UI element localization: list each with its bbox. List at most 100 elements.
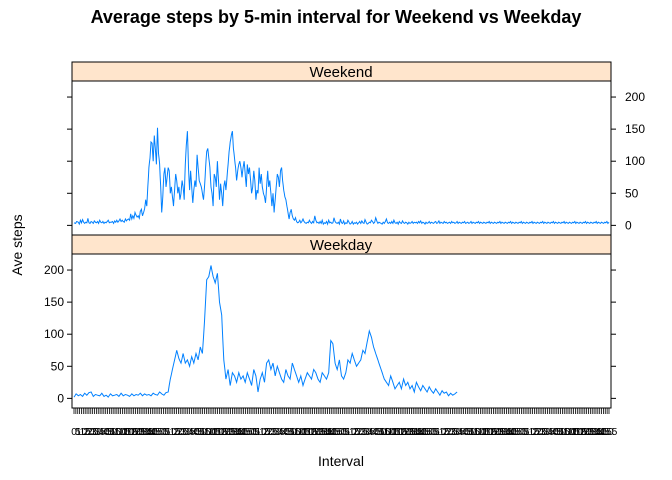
xtick-label: 0	[161, 427, 167, 438]
weekend-yaxis: 0 50 100 150 200	[67, 90, 645, 232]
xtick-label: 105	[114, 427, 131, 438]
xtick-label: 105	[204, 427, 221, 438]
xtick-label: 135	[316, 427, 333, 438]
xtick-label: 0	[251, 427, 257, 438]
weekday-ytick-label-50: 50	[51, 359, 65, 373]
xtick-label: 130	[133, 427, 150, 438]
xtick-label: 105	[473, 427, 490, 438]
xtick-label: 40	[458, 427, 470, 438]
xtick-label: 125	[129, 427, 146, 438]
weekend-ytick-label-50: 50	[625, 186, 639, 200]
xtick-label: 0	[430, 427, 436, 438]
xtick-label: 10	[76, 427, 88, 438]
xtick-label: 25	[267, 427, 279, 438]
xtick-label: 55	[469, 427, 481, 438]
weekday-ytick-label-150: 150	[44, 295, 64, 309]
xtick-label: 125	[578, 427, 595, 438]
xtick-label: 130	[223, 427, 240, 438]
weekday-strip-label: Weekday	[310, 237, 373, 254]
xtick-label: 155	[511, 427, 528, 438]
xtick-label: 55	[379, 427, 391, 438]
xtick-label: 125	[399, 427, 416, 438]
weekday-ytick-label-200: 200	[44, 263, 64, 277]
xtick-label: 25	[357, 427, 369, 438]
xtick-label: 140	[230, 427, 247, 438]
xtick-label: 0	[71, 427, 77, 438]
weekday-ytick-label-0: 0	[57, 391, 64, 405]
xtick-label: 105	[563, 427, 580, 438]
xtick-label: 145	[593, 427, 610, 438]
xtick-label: 10	[166, 427, 178, 438]
xtick-label: 150	[507, 427, 524, 438]
xtick-label: 55	[289, 427, 301, 438]
xtick-label: 45	[371, 427, 383, 438]
xtick-label: 30	[540, 427, 552, 438]
xtick-label: 155	[421, 427, 438, 438]
xtick-label: 150	[238, 427, 255, 438]
xtick-label: 10	[435, 427, 447, 438]
xtick-label: 45	[551, 427, 563, 438]
xtick-label: 105	[384, 427, 401, 438]
weekend-strip-label: Weekend	[309, 64, 372, 81]
xtick-label: 145	[324, 427, 341, 438]
xtick-label: 105	[294, 427, 311, 438]
xtick-label: 155	[601, 427, 618, 438]
xtick-label: 25	[536, 427, 548, 438]
xtick-label: 155	[152, 427, 169, 438]
xtick-label: 140	[320, 427, 337, 438]
xtick-label: 120	[305, 427, 322, 438]
xtick-label: 135	[496, 427, 513, 438]
xtick-label: 115	[302, 427, 318, 438]
xtick-label: 55	[199, 427, 211, 438]
xtick-label: 20	[532, 427, 544, 438]
xtick-label: 140	[410, 427, 427, 438]
xtick-label: 30	[450, 427, 462, 438]
xtick-label: 15	[169, 427, 181, 438]
xtick-label: 125	[219, 427, 236, 438]
weekend-ytick-label-200: 200	[625, 90, 645, 104]
xtick-label: 15	[349, 427, 361, 438]
xtick-label: 40	[188, 427, 200, 438]
xtick-label: 35	[364, 427, 376, 438]
xtick-label: 140	[140, 427, 157, 438]
xtick-label: 5	[75, 427, 81, 438]
xtick-label: 5	[255, 427, 261, 438]
weekend-ytick-label-150: 150	[625, 122, 645, 136]
weekday-series-line	[73, 265, 458, 398]
xtick-label: 5	[344, 427, 350, 438]
xtick-label: 25	[446, 427, 458, 438]
xtick-label: 100	[290, 427, 307, 438]
xtick-label: 20	[443, 427, 455, 438]
weekday-panel	[71, 253, 612, 409]
xtick-label: 20	[263, 427, 275, 438]
xtick-label: 25	[87, 427, 99, 438]
xtick-label: 145	[503, 427, 520, 438]
xtick-label: 120	[485, 427, 502, 438]
xtick-label: 50	[465, 427, 477, 438]
xtick-label: 140	[500, 427, 517, 438]
xtick-label: 130	[313, 427, 330, 438]
xtick-label: 50	[555, 427, 567, 438]
xtick-label: 20	[173, 427, 185, 438]
xtick-label: 50	[106, 427, 118, 438]
weekday-yaxis: 0 50 100 150 200	[44, 263, 616, 405]
xtick-label: 115	[571, 427, 587, 438]
xtick-label: 35	[454, 427, 466, 438]
xtick-label: 35	[95, 427, 107, 438]
xtick-label: 15	[529, 427, 541, 438]
xtick-label: 45	[102, 427, 114, 438]
xtick-label: 145	[144, 427, 161, 438]
xtick-label: 20	[83, 427, 95, 438]
xtick-label: 125	[488, 427, 505, 438]
xtick-label: 35	[274, 427, 286, 438]
xtick-label: 100	[380, 427, 397, 438]
xtick-label: 115	[122, 427, 138, 438]
xtick-label: 135	[406, 427, 423, 438]
x-axis-label: Interval	[318, 453, 364, 469]
xtick-label: 150	[148, 427, 165, 438]
xtick-label: 145	[234, 427, 251, 438]
xtick-label: 115	[392, 427, 408, 438]
xtick-label: 55	[110, 427, 122, 438]
xtick-label: 120	[126, 427, 143, 438]
xtick-label: 5	[434, 427, 440, 438]
